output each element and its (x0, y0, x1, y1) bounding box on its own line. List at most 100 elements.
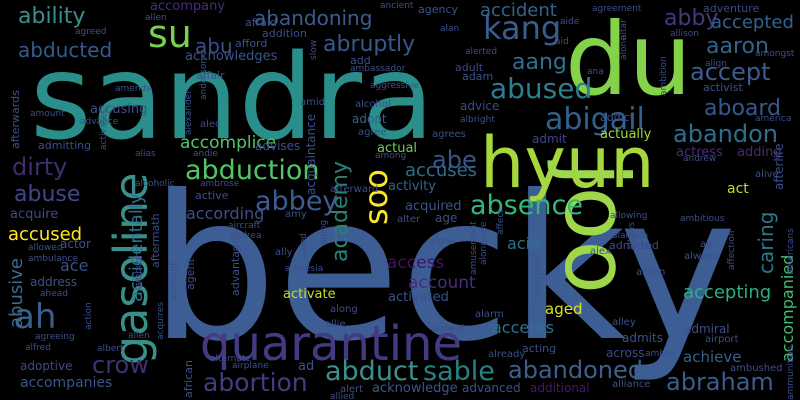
word-along: along (330, 304, 358, 315)
word-alcoholic: alcoholic (135, 179, 175, 189)
word-advises: advises (255, 139, 301, 153)
word-airport: airport (705, 334, 739, 345)
word-act: act (727, 181, 749, 197)
word-aide: aide (560, 17, 580, 27)
word-across: across (606, 346, 645, 360)
word-admiral: admiral (684, 322, 730, 336)
word-acting: acting (522, 342, 557, 355)
word-afraid: afraid (245, 16, 277, 29)
word-aboard: aboard (704, 96, 782, 121)
word-always: always (684, 251, 719, 262)
word-ambition: ambition (659, 56, 669, 96)
word-allows: allows (627, 221, 637, 250)
word-abduction: abduction (185, 155, 320, 186)
word-kang: kang (483, 9, 562, 47)
word-afterward: afterward (330, 184, 379, 195)
word-accepting: accepting (683, 282, 772, 303)
word-ability: ability (18, 4, 86, 29)
word-agreed: agreed (75, 27, 107, 37)
word-aid: aid (555, 37, 569, 47)
word-acquaintance: acquaintance (304, 113, 318, 195)
word-acquired: acquired (405, 199, 462, 214)
word-actor: actor (60, 237, 91, 251)
word-alexander: alexander (184, 90, 194, 135)
word-quarantine: quarantine (200, 316, 462, 372)
word-accuses: accuses (405, 160, 478, 181)
word-affect: affect (496, 209, 506, 235)
word-allowing: allowing (610, 211, 648, 221)
word-addition: addition (262, 27, 307, 40)
word-active: active (195, 189, 229, 202)
word-soo: soo (357, 169, 395, 225)
word-agreeing: agreeing (35, 332, 75, 342)
word-sandra: sandra (30, 28, 435, 166)
word-admits: admits (622, 331, 663, 345)
word-affection: affection (727, 230, 737, 270)
word-ambushed: ambushed (730, 363, 783, 374)
word-abduct: abduct (325, 356, 419, 387)
word-achieve: achieve (683, 348, 742, 366)
word-alan: alan (440, 24, 460, 34)
word-alcohol: alcohol (355, 99, 391, 110)
word-adopt: adopt (352, 112, 387, 126)
word-alive: alive (755, 169, 779, 180)
word-although: although (169, 260, 179, 300)
word-admitted: admitted (609, 239, 659, 252)
word-ambulance: ambulance (28, 254, 78, 264)
word-absence: absence (470, 190, 583, 221)
word-add: add (350, 54, 371, 67)
word-alfred: alfred (25, 343, 51, 353)
word-alison: alison (636, 267, 666, 278)
word-age: age (435, 211, 458, 225)
word-academy: academy (328, 160, 353, 262)
word-acquire: acquire (10, 207, 59, 222)
word-alliance: alliance (612, 379, 651, 390)
word-abruptly: abruptly (323, 32, 416, 57)
word-andie: andie (193, 149, 218, 159)
word-ad: ad (298, 359, 315, 374)
word-ancient: ancient (380, 1, 414, 11)
word-alongside: alongside (479, 221, 489, 265)
word-already: already (488, 349, 526, 360)
word-aging: aging (319, 219, 329, 245)
word-adam: adam (462, 70, 494, 83)
word-actual: actual (377, 141, 418, 156)
word-abu: abu (195, 34, 233, 58)
word-aircraft: aircraft (228, 221, 261, 231)
word-abuse: abuse (14, 182, 81, 207)
word-ace: ace (60, 256, 89, 275)
word-accomplice: accomplice (180, 133, 277, 153)
word-albright: albright (460, 115, 495, 125)
word-acknowledge: acknowledge (372, 381, 458, 396)
word-crow: crow (92, 351, 149, 379)
word-agent: agent (184, 258, 197, 290)
word-su: su (148, 12, 192, 56)
word-address: address (30, 275, 78, 289)
word-agency: agency (418, 3, 459, 16)
word-ally: ally (275, 247, 293, 258)
word-ambrose: ambrose (200, 179, 240, 189)
word-aged: aged (545, 300, 583, 318)
word-airplane: airplane (232, 361, 269, 371)
word-amid: amid (300, 97, 325, 108)
word-acknowledges: acknowledges (185, 49, 278, 64)
word-accepted: accepted (711, 12, 794, 33)
word-du: du (565, 1, 692, 118)
word-ambassador: ambassador (350, 64, 406, 74)
word-anderson: anderson (199, 57, 209, 100)
word-abortion: abortion (203, 368, 308, 397)
word-advance: advance (80, 117, 119, 127)
word-allowed: allowed (28, 243, 63, 253)
word-actually: actually (600, 127, 652, 142)
word-among: among (375, 151, 407, 161)
word-caring: caring (754, 211, 778, 274)
word-alternate: alternate (210, 354, 251, 364)
word-addict: addict (600, 111, 635, 124)
word-albert: albert (97, 344, 124, 354)
word-alert: alert (340, 384, 364, 395)
word-activate: activate (283, 287, 336, 302)
word-ammunition: ammunition (786, 345, 796, 400)
word-alex: alex (590, 246, 611, 257)
word-alec: alec (200, 119, 221, 130)
